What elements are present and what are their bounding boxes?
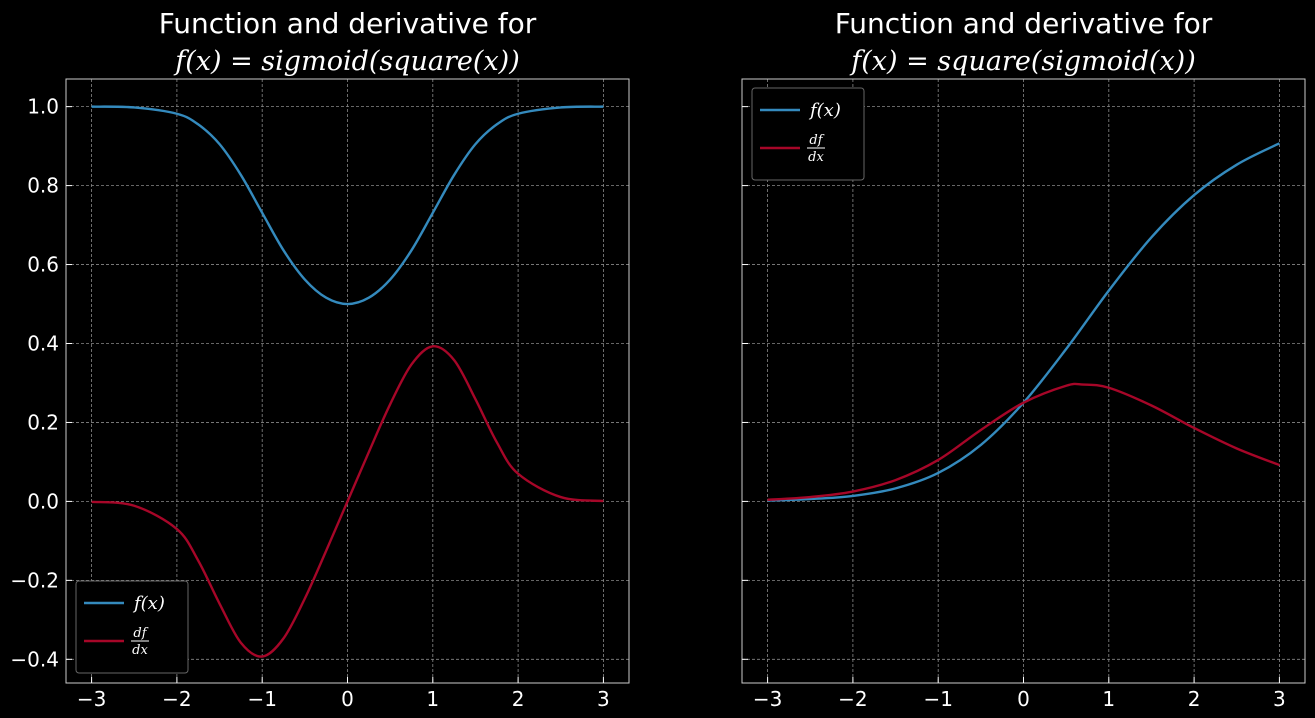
series-f-line	[91, 105, 604, 306]
legend-label: f(x)	[132, 593, 165, 614]
x-tick-label: −2	[162, 687, 191, 711]
legend-label: f(x)	[808, 100, 841, 121]
x-tick-label: −3	[753, 687, 782, 711]
right-panel: Function and derivative for f(x) = square…	[741, 7, 1306, 711]
legend-label-numerator: df	[809, 133, 824, 148]
x-tick-label: 1	[426, 687, 439, 711]
y-tick-label: −0.2	[10, 568, 59, 592]
x-tick-label: 0	[341, 687, 354, 711]
legend-box	[75, 580, 189, 674]
x-tick-label: −3	[77, 687, 106, 711]
x-tick-label: 3	[1273, 687, 1286, 711]
x-tick-label: −1	[247, 687, 276, 711]
series-df-line	[91, 345, 604, 658]
y-tick-label: 0.0	[27, 489, 59, 513]
y-tick-label: 0.8	[27, 174, 59, 198]
legend-label-denominator: dx	[808, 150, 824, 165]
x-tick-label: 2	[1188, 687, 1201, 711]
y-tick-label: 0.4	[27, 331, 59, 355]
x-tick-label: 0	[1017, 687, 1030, 711]
x-tick-label: −2	[838, 687, 867, 711]
x-tick-label: −1	[923, 687, 952, 711]
left-panel: Function and derivative for f(x) = sigmoi…	[10, 7, 630, 711]
y-tick-label: −0.4	[10, 647, 59, 671]
x-tick-label: 3	[597, 687, 610, 711]
chart-subtitle: f(x) = square(sigmoid(x))	[849, 46, 1196, 77]
chart-title: Function and derivative for	[159, 7, 537, 40]
legend-label-numerator: df	[133, 626, 148, 641]
x-tick-label: 2	[512, 687, 525, 711]
y-tick-label: 1.0	[27, 95, 59, 119]
legend: f(x) df dx	[751, 87, 865, 181]
y-tick-label: 0.6	[27, 253, 59, 277]
chart-subtitle: f(x) = sigmoid(square(x))	[173, 46, 520, 77]
chart-title: Function and derivative for	[835, 7, 1213, 40]
x-tick-label: 1	[1102, 687, 1115, 711]
y-tick-label: 0.2	[27, 410, 59, 434]
series-df-line	[767, 382, 1280, 502]
legend: f(x) df dx	[75, 580, 189, 674]
legend-label-denominator: dx	[132, 643, 148, 658]
legend-box	[751, 87, 865, 181]
series-f-line	[767, 142, 1280, 502]
